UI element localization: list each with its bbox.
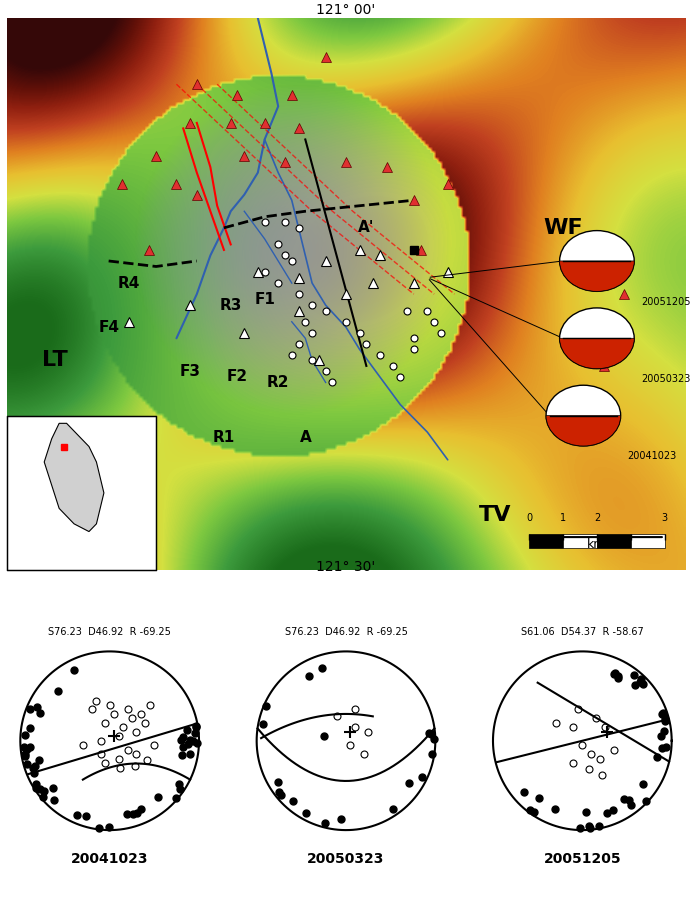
Text: 20050323: 20050323 [641, 374, 691, 384]
Text: F1: F1 [254, 292, 275, 307]
Text: F4: F4 [98, 320, 119, 334]
FancyBboxPatch shape [563, 534, 597, 548]
Text: F3: F3 [179, 364, 201, 378]
Circle shape [560, 231, 635, 291]
Text: 121° 30': 121° 30' [316, 560, 376, 574]
FancyBboxPatch shape [529, 534, 563, 548]
Text: 20041023: 20041023 [71, 852, 148, 867]
Text: 20041023: 20041023 [628, 451, 677, 461]
Text: 20051205: 20051205 [641, 297, 691, 307]
FancyBboxPatch shape [597, 534, 631, 548]
Circle shape [546, 386, 621, 446]
Text: 20051205: 20051205 [543, 852, 621, 867]
Text: R1: R1 [213, 431, 235, 445]
Text: A': A' [358, 220, 374, 236]
Text: km: km [588, 539, 607, 551]
Wedge shape [546, 415, 621, 446]
Wedge shape [560, 338, 635, 369]
FancyBboxPatch shape [631, 534, 665, 548]
Text: R3: R3 [219, 298, 242, 313]
Text: WF: WF [543, 218, 583, 238]
Title: 121° 00': 121° 00' [316, 3, 376, 17]
Text: R2: R2 [267, 375, 289, 390]
Wedge shape [560, 261, 635, 291]
Text: F2: F2 [227, 369, 248, 385]
Text: A: A [300, 431, 311, 445]
Title: S76.23  D46.92  R -69.25: S76.23 D46.92 R -69.25 [48, 628, 171, 637]
Text: 3: 3 [662, 512, 668, 522]
Text: TV: TV [479, 505, 511, 525]
Text: LT: LT [42, 351, 67, 370]
Title: S76.23  D46.92  R -69.25: S76.23 D46.92 R -69.25 [284, 628, 408, 637]
Circle shape [560, 308, 635, 369]
Text: 2: 2 [594, 512, 600, 522]
Text: 20050323: 20050323 [307, 852, 385, 867]
Title: S61.06  D54.37  R -58.67: S61.06 D54.37 R -58.67 [521, 628, 644, 637]
Text: 0: 0 [526, 512, 532, 522]
Text: R4: R4 [118, 276, 140, 290]
Text: 1: 1 [560, 512, 566, 522]
